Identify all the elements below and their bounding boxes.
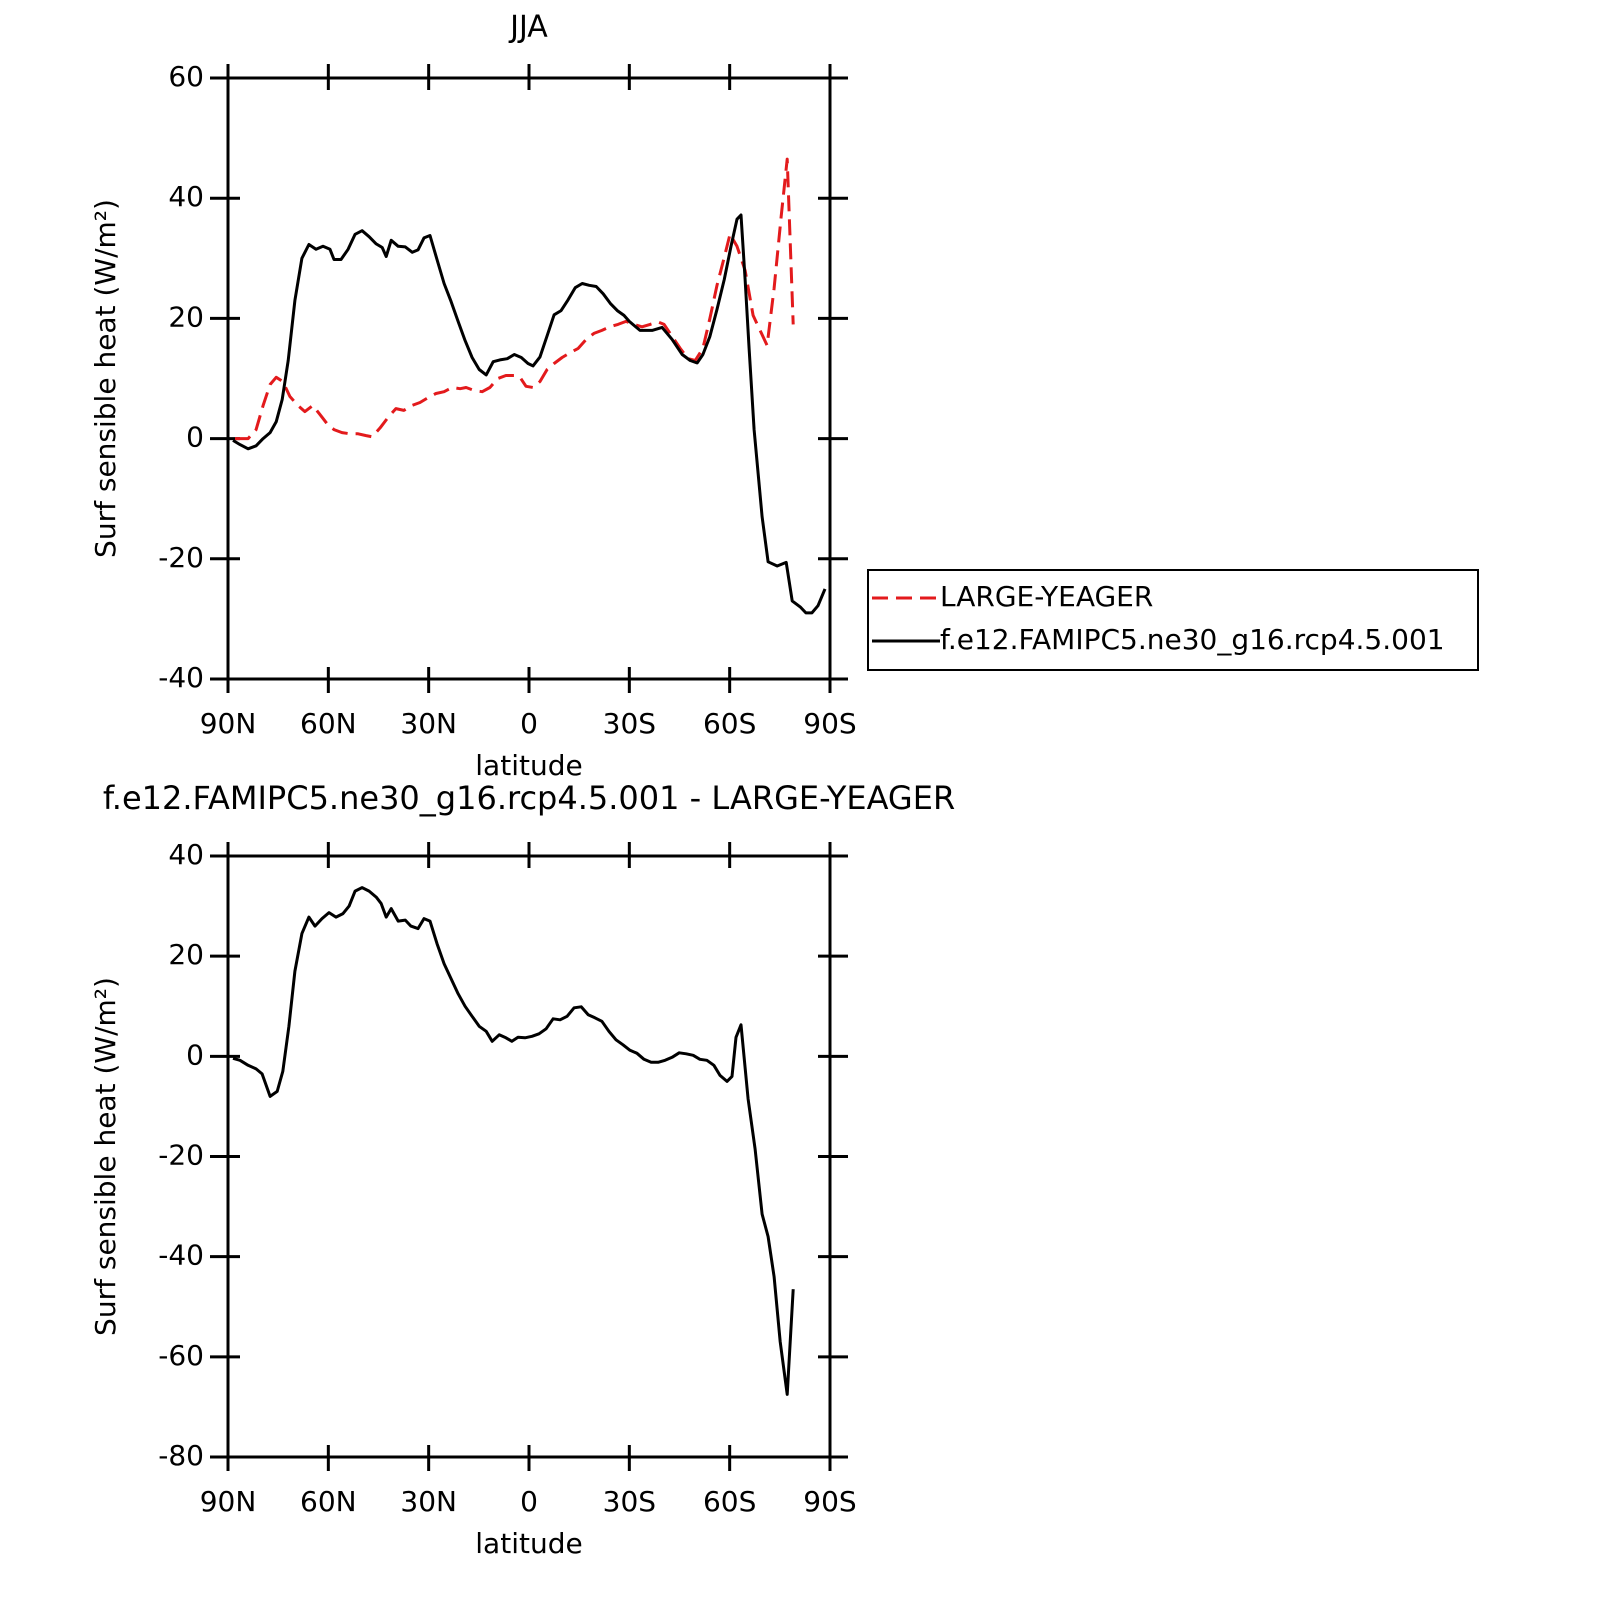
data-line [235,157,795,441]
x-tick-label: 60N [300,1485,357,1518]
y-tick-label: 40 [168,180,204,213]
legend-label: LARGE-YEAGER [940,580,1153,613]
legend-label: f.e12.FAMIPC5.ne30_g16.rcp4.5.001 [940,623,1445,656]
y-tick-label: 60 [168,60,204,93]
x-tick-label: 30S [603,707,656,740]
y-tick-label: -40 [158,661,204,694]
y-tick-label: 20 [168,300,204,333]
x-tick-label: 0 [520,707,538,740]
x-tick-label: 0 [520,1485,538,1518]
x-tick-label: 60S [703,1485,756,1518]
x-tick-label: 30N [400,707,457,740]
x-tick-label: 30N [400,1485,457,1518]
plot-frame [226,854,832,1459]
y-axis-label: Surf sensible heat (W/m²) [89,977,122,1336]
legend-box [867,569,1479,671]
y-axis-label: Surf sensible heat (W/m²) [89,199,122,558]
plot-frame [226,76,832,681]
x-axis-label: latitude [475,1527,582,1560]
y-tick-label: 40 [168,838,204,871]
y-tick-label: -80 [158,1439,204,1472]
data-line [232,213,827,615]
y-tick-label: -20 [158,541,204,574]
chart-title: JJA [508,10,548,45]
y-tick-label: -20 [158,1139,204,1172]
y-tick-label: 0 [186,1038,204,1071]
x-tick-label: 90N [200,707,257,740]
y-tick-label: -60 [158,1339,204,1372]
y-tick-label: 0 [186,421,204,454]
y-tick-label: -40 [158,1239,204,1272]
x-tick-label: 60N [300,707,357,740]
data-line [232,886,795,1396]
x-tick-label: 90S [803,1485,856,1518]
x-tick-label: 90S [803,707,856,740]
x-tick-label: 60S [703,707,756,740]
x-tick-label: 90N [200,1485,257,1518]
x-tick-label: 30S [603,1485,656,1518]
chart-title: f.e12.FAMIPC5.ne30_g16.rcp4.5.001 - LARG… [103,779,955,817]
x-axis-label: latitude [475,749,582,782]
y-tick-label: 20 [168,938,204,971]
